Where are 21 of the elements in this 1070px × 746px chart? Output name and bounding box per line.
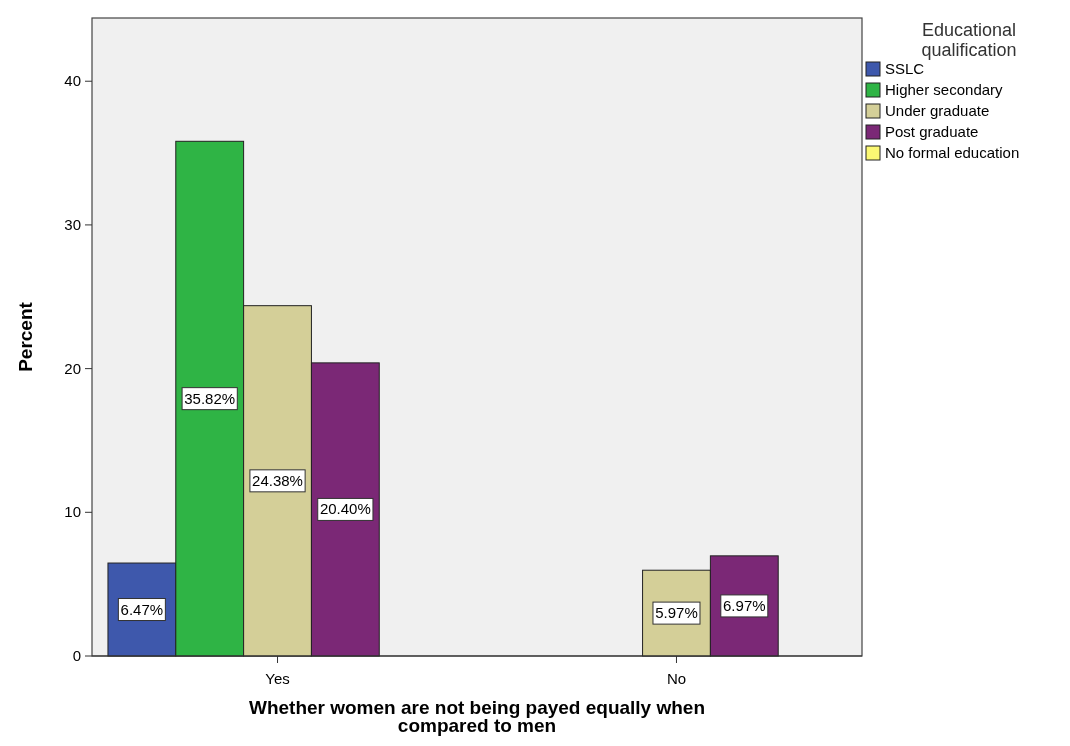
legend-label: Under graduate bbox=[885, 102, 990, 119]
data-label: 6.47% bbox=[120, 600, 164, 618]
data-label: 6.97% bbox=[723, 596, 766, 614]
data-label: 24.38% bbox=[252, 471, 303, 489]
legend-title: Educational qualification bbox=[921, 20, 1017, 60]
legend-label: No formal education bbox=[885, 144, 1020, 161]
y-axis-title: Percent bbox=[15, 301, 36, 372]
legend-label: Post graduate bbox=[885, 123, 979, 140]
y-tick-label: 10 bbox=[64, 503, 81, 521]
y-tick-label: 30 bbox=[64, 215, 81, 233]
y-tick-label: 40 bbox=[64, 72, 81, 90]
x-tick-label: Yes bbox=[265, 670, 290, 687]
data-label: 5.97% bbox=[655, 604, 698, 622]
y-tick-label: 20 bbox=[64, 359, 81, 377]
x-tick-label: No bbox=[666, 670, 687, 687]
x-axis-title: Whether women are not being payed equally when compared to men bbox=[248, 697, 706, 736]
data-label: 20.40% bbox=[319, 500, 371, 518]
legend-label: Higher secondary bbox=[885, 81, 1004, 98]
data-label: 35.82% bbox=[184, 389, 236, 407]
y-tick-label: 0 bbox=[72, 647, 81, 664]
legend-label: SSLC bbox=[885, 60, 925, 77]
